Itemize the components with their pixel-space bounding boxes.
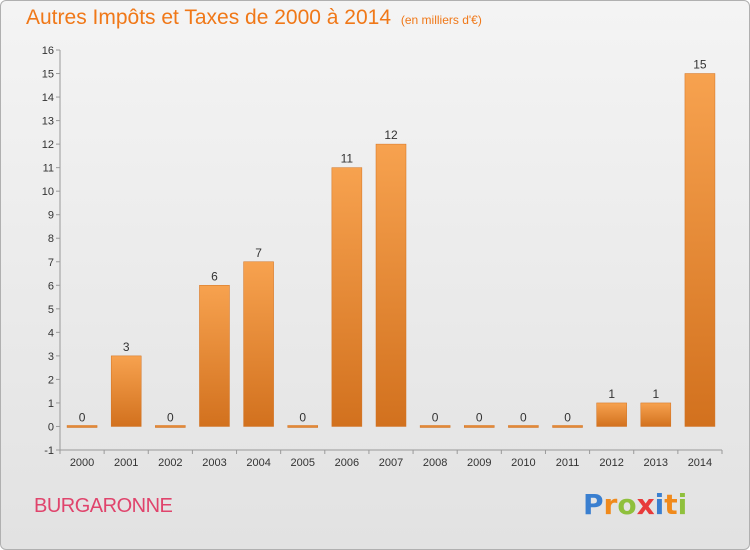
data-label: 1 [652, 387, 659, 401]
x-tick-label: 2001 [114, 457, 138, 469]
bar [508, 425, 539, 428]
y-tick-label: -1 [44, 445, 54, 457]
data-label: 3 [123, 340, 130, 354]
y-tick-label: 11 [43, 163, 54, 175]
y-tick-label: 9 [48, 210, 54, 222]
data-label: 0 [520, 410, 527, 424]
bar [287, 425, 318, 428]
bar [552, 425, 583, 428]
bar [199, 285, 230, 427]
logo-letter: P [583, 488, 604, 521]
x-tick-label: 2005 [290, 457, 314, 469]
bars [66, 73, 716, 428]
data-label: 7 [255, 246, 262, 260]
data-label: 0 [167, 410, 174, 424]
y-tick-label: 7 [48, 257, 54, 269]
bar [375, 143, 407, 427]
commune-name: BURGARONNE [34, 495, 173, 517]
bar [640, 402, 672, 427]
y-tick-label: 13 [42, 116, 54, 128]
bar [243, 261, 274, 427]
logo-letter: r [603, 488, 618, 521]
y-tick-label: 6 [48, 280, 54, 292]
x-tick-label: 2010 [511, 457, 535, 469]
data-label: 11 [341, 152, 354, 166]
x-tick-label: 2000 [70, 457, 94, 469]
data-label: 15 [693, 58, 707, 72]
bar [419, 425, 451, 428]
y-tick-label: 8 [48, 233, 54, 245]
x-tick-label: 2009 [467, 457, 491, 469]
logo-letter: t [664, 488, 678, 521]
y-tick-label: 4 [48, 327, 54, 339]
y-tick-label: 3 [48, 351, 54, 363]
x-tick-label: 2008 [423, 457, 447, 469]
y-tick-label: 2 [48, 374, 54, 386]
y-tick-label: 10 [42, 186, 54, 198]
logo-letter: i [654, 488, 665, 521]
y-tick-label: 1 [48, 398, 54, 410]
data-label: 0 [564, 410, 571, 424]
data-label: 6 [211, 269, 218, 283]
data-label: 0 [299, 410, 306, 424]
y-tick-label: 5 [48, 304, 54, 316]
chart-subtitle: (en milliers d'€) [400, 13, 482, 27]
x-tick-label: 2014 [688, 457, 712, 469]
logo-letter: o [617, 488, 637, 521]
data-label: 0 [79, 410, 86, 424]
data-label: 0 [476, 410, 483, 424]
x-tick-label: 2002 [158, 457, 182, 469]
x-tick-label: 2004 [246, 457, 270, 469]
x-tick-label: 2007 [379, 457, 403, 469]
data-label: 0 [432, 410, 439, 424]
bar [464, 425, 495, 428]
x-tick-label: 2006 [335, 457, 359, 469]
x-tick-label: 2013 [644, 457, 668, 469]
bar [155, 425, 186, 428]
bar [684, 73, 716, 427]
chart-title: Autres Impôts et Taxes de 2000 à 2014 [26, 6, 392, 29]
bar [596, 402, 627, 427]
bar [331, 167, 363, 427]
y-tick-label: 15 [42, 69, 54, 81]
logo-letter: i [677, 488, 688, 521]
logo-letter: x [636, 488, 655, 521]
data-label: 12 [384, 128, 398, 142]
y-tick-label: 16 [42, 45, 54, 57]
bar [110, 355, 142, 427]
bar [66, 425, 98, 428]
y-tick-label: 0 [48, 421, 54, 433]
x-tick-label: 2003 [202, 457, 226, 469]
x-tick-label: 2012 [599, 457, 623, 469]
x-tick-label: 2011 [556, 457, 580, 469]
y-tick-label: 12 [42, 139, 54, 151]
proxiti-logo: Proxiti [583, 488, 687, 521]
y-tick-label: 14 [42, 92, 54, 104]
data-label: 1 [608, 387, 615, 401]
chart-title-block: Autres Impôts et Taxes de 2000 à 2014 (e… [26, 6, 482, 30]
